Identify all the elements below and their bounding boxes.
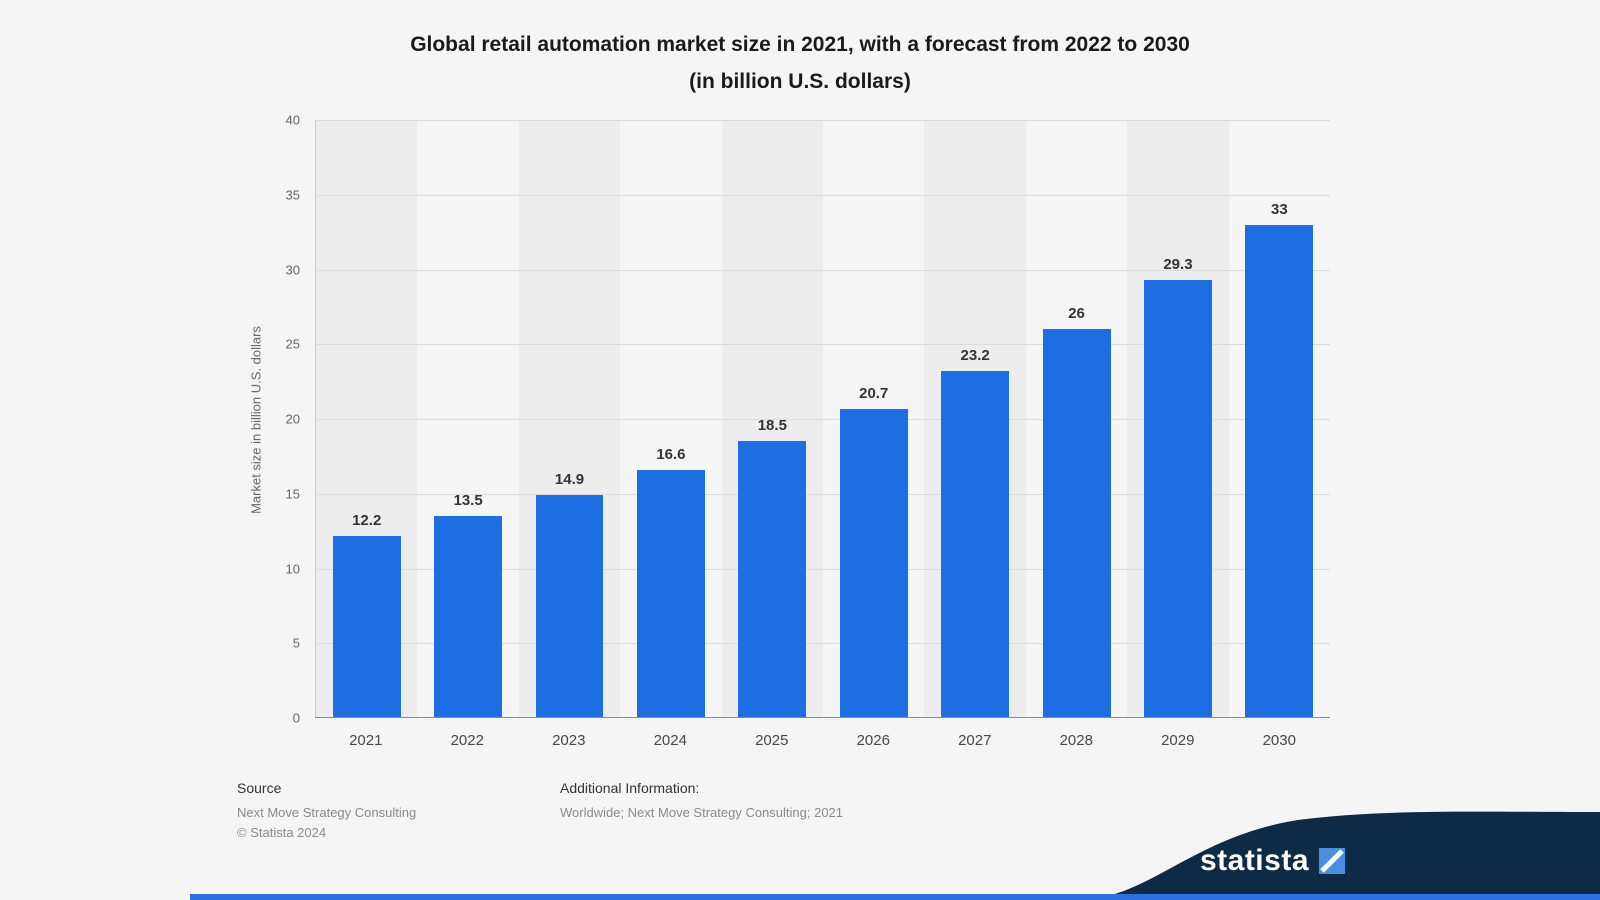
bar-value-label: 33 [1271, 200, 1288, 218]
gridline [316, 419, 1330, 420]
bar-column: 16.6 [620, 120, 721, 718]
bar-value-label: 18.5 [757, 417, 787, 435]
bar-value-label: 23.2 [960, 347, 990, 365]
bar-column: 18.5 [722, 120, 823, 718]
source-label: Source [237, 780, 282, 796]
chart-title: Global retail automation market size in … [0, 26, 1600, 100]
bottom-accent-line [190, 894, 1600, 900]
y-tick-label: 5 [292, 635, 300, 651]
bar-column: 29.3 [1127, 120, 1228, 718]
x-tick-label: 2022 [450, 732, 484, 749]
bar [1245, 224, 1314, 718]
statista-logo: statista [1200, 844, 1345, 878]
x-tick-label: 2021 [349, 732, 383, 749]
y-tick-label: 25 [285, 336, 300, 352]
bar-column: 12.2 [316, 120, 417, 718]
bar [839, 408, 908, 718]
source-name: Next Move Strategy Consulting [237, 805, 417, 820]
chart-title-line2: (in billion U.S. dollars) [689, 70, 911, 93]
gridline [316, 568, 1330, 570]
x-tick-label: 2024 [653, 732, 687, 749]
bar [738, 441, 807, 718]
bar-column: 20.7 [823, 120, 924, 718]
x-tick-label: 2028 [1059, 732, 1093, 749]
y-axis-labels: 0 5 10 15 20 25 30 35 40 [238, 113, 300, 726]
bar-value-label: 20.7 [859, 384, 889, 402]
y-tick-label: 10 [285, 561, 300, 576]
bar-column: 26 [1026, 120, 1127, 718]
chart-title-line1: Global retail automation market size in … [410, 33, 1190, 56]
gridline [316, 194, 1330, 196]
bar [941, 371, 1010, 718]
bar-value-label: 16.6 [656, 445, 686, 463]
bar-value-label: 12.2 [352, 511, 382, 529]
bar [434, 516, 503, 718]
additional-info-block: Additional Information: Worldwide; Next … [560, 780, 843, 823]
x-tick-label: 2026 [856, 732, 890, 749]
x-tick-label: 2027 [958, 732, 992, 749]
gridline [316, 120, 1330, 121]
gridline [316, 344, 1330, 346]
statista-logo-icon [1319, 848, 1345, 874]
x-axis-line [315, 717, 1330, 718]
source-block: Source Next Move Strategy Consulting © S… [237, 780, 416, 843]
x-tick-label: 2025 [755, 732, 789, 749]
bar [535, 495, 604, 718]
gridline [316, 493, 1330, 495]
plot-bars: 12.2 13.5 14.9 16.6 18.5 20.7 23.2 26 29.3 33 [316, 120, 1330, 718]
bar-value-label: 13.5 [453, 492, 483, 510]
y-tick-label: 40 [285, 112, 300, 128]
x-axis-labels: 2021 2022 2023 2024 2025 2026 2027 2028 2029 2030 [315, 732, 1330, 749]
statista-logo-text: statista [1199, 844, 1309, 877]
x-tick-label: 2030 [1262, 732, 1296, 749]
additional-info-label: Additional Information: [560, 780, 700, 796]
gridline [316, 643, 1330, 645]
copyright-text: © Statista 2024 [237, 825, 327, 840]
x-tick-label: 2023 [552, 732, 586, 749]
bar [636, 469, 705, 718]
y-tick-label: 0 [292, 710, 300, 726]
y-tick-label: 30 [285, 262, 300, 277]
additional-info-text: Worldwide; Next Move Strategy Consulting… [560, 805, 844, 820]
bar-value-label: 14.9 [554, 471, 585, 489]
bar-column: 14.9 [519, 120, 620, 718]
y-tick-label: 35 [285, 187, 300, 203]
plot-grid [316, 120, 1330, 718]
y-tick-label: 20 [285, 411, 300, 427]
gridline [316, 269, 1330, 271]
bar-column: 23.2 [924, 120, 1025, 718]
bar [332, 535, 401, 718]
bar-column: 33 [1229, 120, 1330, 718]
bar [1042, 329, 1111, 718]
x-tick-label: 2029 [1161, 732, 1195, 749]
plot-area: 12.2 13.5 14.9 16.6 18.5 20.7 23.2 26 29.3 33 [315, 120, 1330, 718]
bar-value-label: 26 [1068, 305, 1085, 323]
y-tick-label: 15 [285, 486, 300, 502]
bar-value-label: 29.3 [1163, 255, 1193, 273]
bar-column: 13.5 [417, 120, 518, 718]
bar [1143, 279, 1212, 718]
